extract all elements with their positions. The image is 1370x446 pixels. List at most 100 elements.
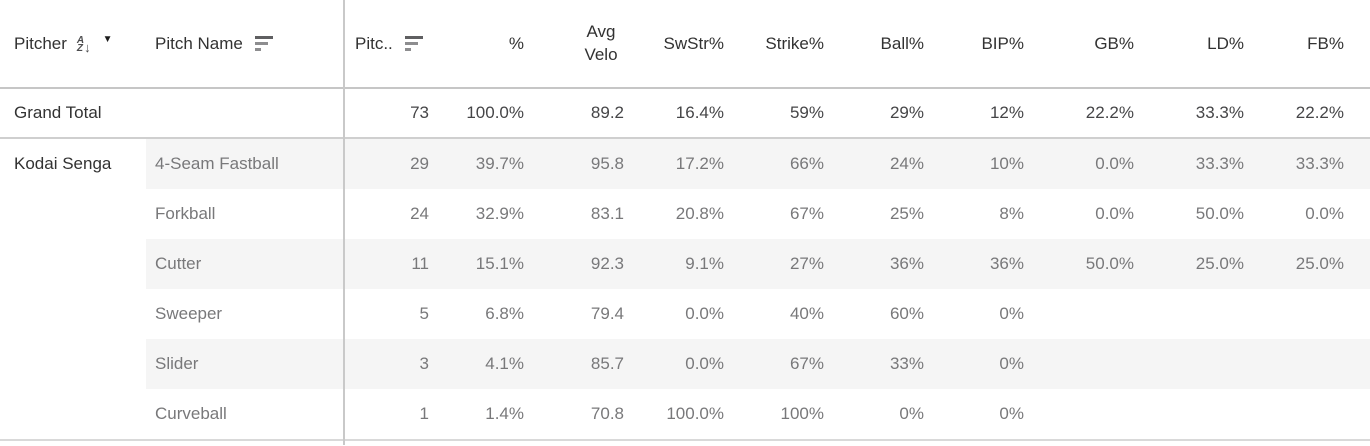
dropdown-caret-icon[interactable]: ▼ <box>102 34 113 45</box>
pitch-name-cell[interactable]: Cutter <box>146 239 344 289</box>
pct-cell[interactable]: 100.0% <box>466 103 524 122</box>
pct-cell[interactable]: 6.8% <box>485 304 524 323</box>
ball-cell[interactable]: 29% <box>889 103 924 122</box>
pitches-cell[interactable]: 29 <box>344 139 438 189</box>
pitches-cell[interactable]: 1 <box>419 404 429 423</box>
swstr-cell[interactable]: 17.2% <box>638 139 738 189</box>
pitcher-cell <box>0 289 146 339</box>
fb-cell[interactable]: 33.3% <box>1258 139 1370 189</box>
table-bottom-border <box>0 439 1370 441</box>
pitch-name-cell[interactable]: Sweeper <box>155 304 223 323</box>
ld-cell <box>1148 339 1258 389</box>
pitch-name-cell[interactable]: Slider <box>146 339 344 389</box>
swstr-cell[interactable]: 0.0% <box>685 304 724 323</box>
sort-arrow-down: ↓ <box>84 40 91 55</box>
gb-cell[interactable]: 50.0% <box>1038 239 1148 289</box>
pitch-name-cell[interactable]: 4-Seam Fastball <box>146 139 344 189</box>
avg-velo-cell[interactable]: 70.8 <box>590 404 624 423</box>
column-header-avg-velo[interactable]: Avg Velo <box>584 22 618 64</box>
strike-cell[interactable]: 27% <box>738 239 838 289</box>
gb-cell[interactable]: 0.0% <box>1038 139 1148 189</box>
column-header-ball[interactable]: Ball% <box>880 33 924 53</box>
column-header-ld[interactable]: LD% <box>1207 33 1244 53</box>
table-row-sweeper: Sweeper 5 6.8% 79.4 0.0% 40% 60% 0% <box>0 289 1370 339</box>
ld-cell[interactable]: 50.0% <box>1195 204 1244 223</box>
ball-cell[interactable]: 36% <box>838 239 938 289</box>
fb-cell <box>1258 289 1370 339</box>
swstr-cell[interactable]: 0.0% <box>638 339 738 389</box>
pct-cell[interactable]: 32.9% <box>475 204 524 223</box>
fb-cell[interactable]: 25.0% <box>1258 239 1370 289</box>
pct-cell[interactable]: 4.1% <box>438 339 538 389</box>
strike-cell[interactable]: 67% <box>738 339 838 389</box>
column-header-fb[interactable]: FB% <box>1307 33 1344 53</box>
strike-cell[interactable]: 40% <box>789 304 824 323</box>
column-header-bip[interactable]: BIP% <box>981 33 1024 53</box>
bip-cell[interactable]: 0% <box>938 339 1038 389</box>
column-header-strike[interactable]: Strike% <box>765 33 824 53</box>
bip-cell[interactable]: 0% <box>999 404 1024 423</box>
ball-cell[interactable]: 33% <box>838 339 938 389</box>
pitches-cell[interactable]: 11 <box>344 239 438 289</box>
pitches-cell[interactable]: 24 <box>410 204 429 223</box>
sort-bars-icon[interactable] <box>404 36 423 51</box>
pct-cell[interactable]: 1.4% <box>485 404 524 423</box>
bip-cell[interactable]: 10% <box>938 139 1038 189</box>
pitcher-cell <box>0 239 146 289</box>
swstr-cell[interactable]: 16.4% <box>675 103 724 122</box>
swstr-cell[interactable]: 20.8% <box>675 204 724 223</box>
avg-velo-cell[interactable]: 89.2 <box>590 103 624 122</box>
pitches-cell[interactable]: 5 <box>419 304 429 323</box>
swstr-cell[interactable]: 9.1% <box>638 239 738 289</box>
ld-cell[interactable]: 33.3% <box>1148 139 1258 189</box>
strike-cell[interactable]: 59% <box>789 103 824 122</box>
pitcher-cell <box>0 339 146 389</box>
sort-bars-icon[interactable] <box>254 36 273 51</box>
gb-cell[interactable]: 0.0% <box>1095 204 1134 223</box>
ld-cell[interactable]: 25.0% <box>1148 239 1258 289</box>
gb-cell <box>1038 289 1148 339</box>
fb-cell[interactable]: 22.2% <box>1295 103 1344 122</box>
gb-cell <box>1038 339 1148 389</box>
avg-velo-cell[interactable]: 95.8 <box>538 139 638 189</box>
strike-cell[interactable]: 66% <box>738 139 838 189</box>
pitch-name-cell[interactable]: Curveball <box>155 404 227 423</box>
grand-total-label[interactable]: Grand Total <box>14 103 102 122</box>
gb-cell[interactable]: 22.2% <box>1085 103 1134 122</box>
ld-cell[interactable]: 33.3% <box>1195 103 1244 122</box>
avg-velo-cell[interactable]: 85.7 <box>538 339 638 389</box>
bip-cell[interactable]: 12% <box>989 103 1024 122</box>
bip-cell[interactable]: 36% <box>938 239 1038 289</box>
column-header-gb[interactable]: GB% <box>1094 33 1134 53</box>
ball-cell[interactable]: 60% <box>889 304 924 323</box>
pitch-name-cell[interactable]: Forkball <box>155 204 216 223</box>
avg-velo-cell[interactable]: 83.1 <box>590 204 624 223</box>
pitches-cell[interactable]: 73 <box>410 103 429 122</box>
ld-cell <box>1148 389 1258 439</box>
ball-cell[interactable]: 0% <box>899 404 924 423</box>
column-header-pct[interactable]: % <box>508 33 524 53</box>
column-divider <box>343 0 345 445</box>
avg-velo-cell[interactable]: 79.4 <box>590 304 624 323</box>
column-header-swstr[interactable]: SwStr% <box>663 33 724 53</box>
ball-cell[interactable]: 24% <box>838 139 938 189</box>
pitches-cell[interactable]: 3 <box>344 339 438 389</box>
avg-velo-cell[interactable]: 92.3 <box>538 239 638 289</box>
column-header-pitch-name[interactable]: Pitch Name <box>146 0 344 87</box>
pct-cell[interactable]: 15.1% <box>438 239 538 289</box>
fb-cell[interactable]: 0.0% <box>1305 204 1344 223</box>
swstr-cell[interactable]: 100.0% <box>666 404 724 423</box>
ball-cell[interactable]: 25% <box>889 204 924 223</box>
pct-cell[interactable]: 39.7% <box>438 139 538 189</box>
pitcher-cell[interactable]: Kodai Senga <box>14 154 112 173</box>
strike-cell[interactable]: 67% <box>789 204 824 223</box>
bip-cell[interactable]: 0% <box>999 304 1024 323</box>
table-row-curveball: Curveball 1 1.4% 70.8 100.0% 100% 0% 0% <box>0 389 1370 439</box>
bip-cell[interactable]: 8% <box>999 204 1024 223</box>
fb-cell <box>1258 389 1370 439</box>
strike-cell[interactable]: 100% <box>780 404 824 423</box>
column-header-pitches[interactable]: Pitc.. <box>344 0 438 87</box>
